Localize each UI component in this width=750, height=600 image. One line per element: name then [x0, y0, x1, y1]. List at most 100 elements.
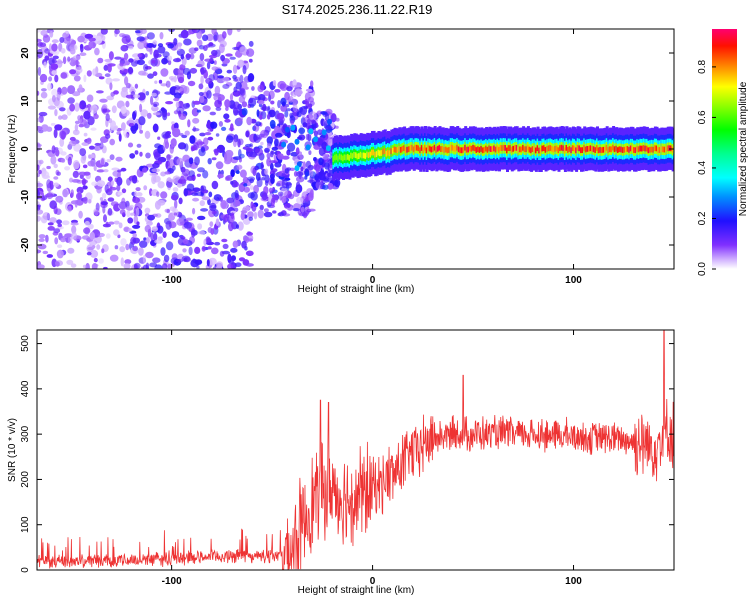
- noise-blob: [170, 194, 179, 201]
- noise-blob: [234, 262, 242, 268]
- noise-blob: [71, 225, 77, 234]
- noise-blob: [78, 118, 82, 124]
- noise-blob: [274, 138, 279, 147]
- noise-blob: [55, 100, 64, 109]
- noise-blob: [138, 70, 147, 76]
- band-segment: [531, 146, 535, 152]
- noise-blob: [171, 231, 180, 238]
- noise-blob: [270, 176, 275, 184]
- noise-blob: [182, 248, 187, 253]
- noise-blob: [217, 173, 224, 179]
- band-segment: [380, 150, 384, 156]
- band-segment: [448, 147, 452, 153]
- noise-blob: [194, 47, 199, 51]
- noise-blob: [269, 162, 274, 171]
- noise-blob: [293, 171, 298, 177]
- noise-blob: [263, 211, 273, 218]
- noise-blob: [149, 262, 158, 268]
- noise-blob: [136, 143, 142, 148]
- band-segment: [665, 146, 669, 153]
- noise-blob: [175, 101, 180, 109]
- noise-blob: [176, 157, 184, 166]
- noise-blob: [197, 167, 205, 173]
- noise-blob: [235, 170, 240, 175]
- noise-blob: [255, 121, 262, 127]
- noise-blob: [145, 91, 150, 96]
- noise-blob: [335, 117, 340, 122]
- spectrogram-xlabel: Height of straight line (km): [298, 284, 415, 295]
- noise-blob: [42, 250, 49, 255]
- noise-blob: [300, 166, 304, 172]
- noise-blob: [152, 40, 158, 45]
- noise-blob: [200, 75, 204, 85]
- band-segment: [346, 154, 350, 160]
- noise-blob: [255, 172, 261, 181]
- noise-blob: [248, 216, 253, 221]
- noise-blob: [140, 109, 149, 117]
- y-tick-label: 100: [20, 516, 31, 533]
- noise-blob: [97, 57, 104, 64]
- noise-blob: [299, 106, 308, 115]
- noise-blob: [86, 244, 94, 253]
- noise-blob: [257, 209, 264, 219]
- noise-blob: [40, 29, 48, 36]
- noise-blob: [194, 246, 201, 254]
- noise-blob: [157, 136, 161, 140]
- noise-blob: [294, 138, 300, 145]
- noise-blob: [88, 145, 95, 150]
- noise-blob: [211, 210, 217, 215]
- noise-blob: [106, 95, 115, 101]
- noise-blob: [222, 243, 229, 249]
- noise-blob: [324, 162, 330, 170]
- noise-blob: [191, 228, 196, 238]
- noise-blob: [258, 100, 265, 105]
- noise-blob: [91, 263, 98, 269]
- band-segment: [520, 146, 524, 153]
- noise-blob: [102, 108, 108, 113]
- noise-blob: [176, 106, 185, 114]
- noise-blob: [60, 158, 66, 163]
- noise-blob: [37, 164, 40, 171]
- noise-blob: [103, 214, 107, 223]
- noise-blob: [182, 238, 189, 245]
- band-segment: [411, 144, 415, 151]
- noise-blob: [47, 226, 55, 231]
- band-segment: [594, 147, 598, 153]
- noise-blob: [173, 58, 182, 63]
- x-tick-label: 0: [370, 275, 376, 286]
- noise-blob: [286, 108, 291, 112]
- noise-blob: [128, 58, 134, 63]
- noise-blob: [305, 144, 311, 151]
- noise-blob: [158, 79, 163, 84]
- noise-blob: [160, 107, 165, 112]
- noise-blob: [166, 154, 171, 161]
- band-segment: [469, 145, 472, 151]
- noise-blob: [143, 185, 148, 191]
- band-segment: [562, 145, 566, 152]
- band-segment: [444, 146, 448, 153]
- band-segment: [369, 151, 373, 158]
- noise-blob: [162, 231, 167, 239]
- band-segment: [543, 145, 546, 151]
- noise-blob: [249, 178, 255, 184]
- noise-blob: [50, 155, 57, 165]
- noise-blob: [74, 66, 83, 74]
- noise-blob: [238, 87, 246, 97]
- band-segment: [491, 146, 495, 153]
- noise-blob: [134, 150, 139, 155]
- snr-series-line: [37, 330, 674, 570]
- noise-blob: [135, 207, 140, 217]
- noise-blob: [150, 232, 155, 241]
- noise-blob: [51, 39, 59, 44]
- noise-blob: [183, 188, 189, 197]
- noise-blob: [222, 76, 230, 83]
- band-segment: [358, 153, 362, 159]
- band-segment: [570, 147, 574, 154]
- noise-blob: [160, 171, 167, 177]
- noise-blob: [199, 132, 206, 137]
- noise-blob: [132, 237, 140, 244]
- noise-blob: [152, 112, 161, 116]
- band-segment: [645, 145, 649, 152]
- noise-blob: [151, 226, 159, 232]
